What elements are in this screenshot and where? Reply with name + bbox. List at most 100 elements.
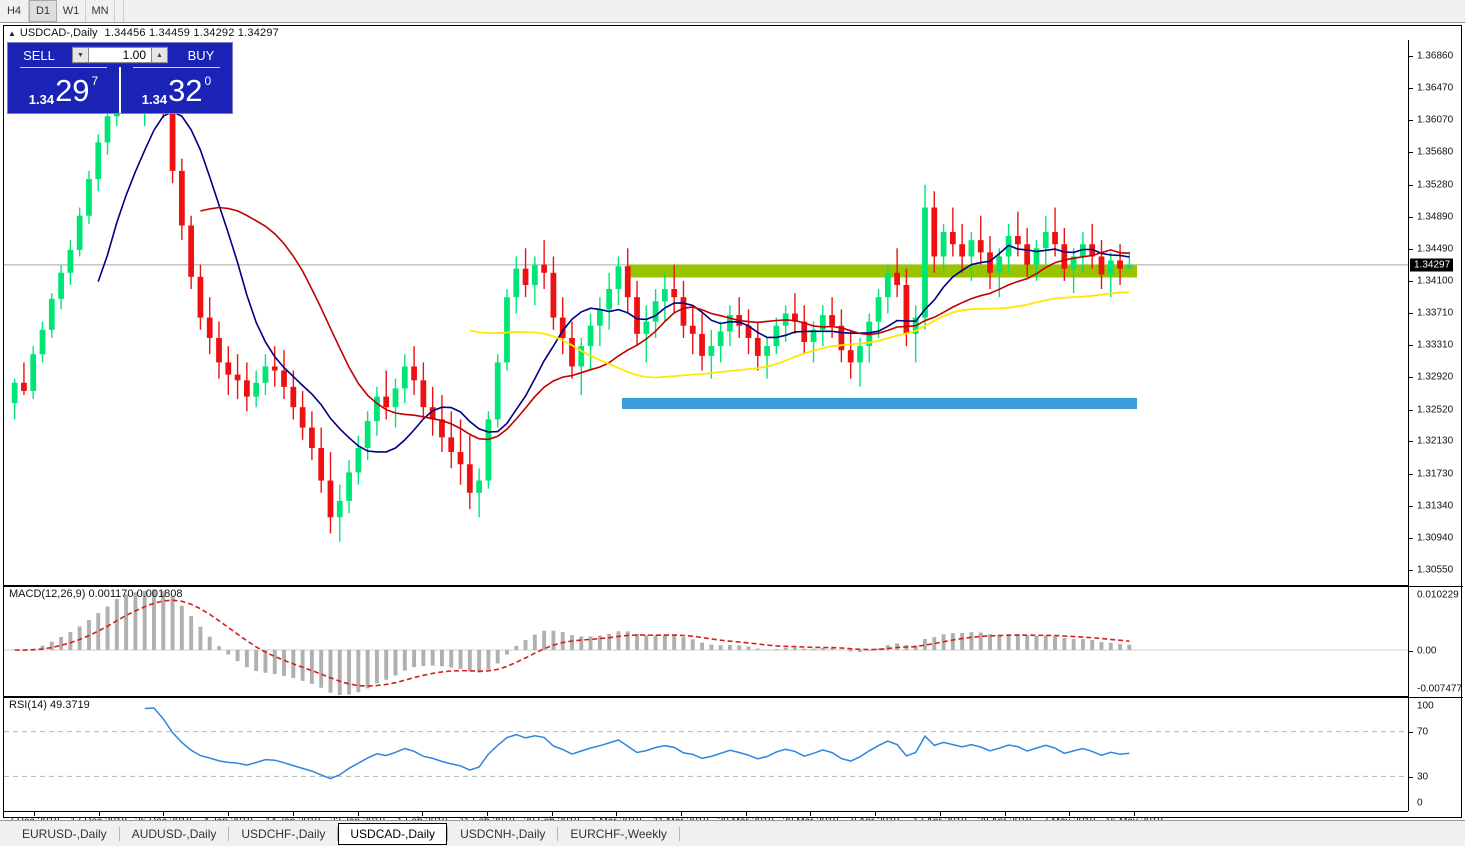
price-axis-label: 1.30550 bbox=[1417, 564, 1454, 576]
chart-tab-eurchf[interactable]: EURCHF-,Weekly bbox=[570, 826, 667, 841]
rsi-axis-label: 0 bbox=[1417, 797, 1423, 809]
tab-separator bbox=[118, 826, 120, 841]
date-axis-tick bbox=[745, 812, 747, 816]
price-axis-label: 1.36860 bbox=[1417, 50, 1454, 62]
sell-price-quote[interactable]: 1.34 29 7 bbox=[8, 67, 121, 113]
timeframe-mn[interactable]: MN bbox=[86, 0, 115, 22]
price-chart-svg bbox=[4, 52, 1408, 542]
tab-separator bbox=[337, 826, 339, 841]
volume-increment-icon[interactable]: ▲ bbox=[151, 47, 168, 63]
tab-separator bbox=[678, 826, 680, 841]
date-axis-tick bbox=[486, 812, 488, 816]
chart-tab-usdcnh[interactable]: USDCNH-,Daily bbox=[460, 826, 546, 841]
rsi-label: RSI(14) 49.3719 bbox=[9, 699, 90, 711]
timeframe-h4[interactable]: H4 bbox=[0, 0, 29, 22]
volume-input[interactable]: 1.00 bbox=[89, 47, 151, 63]
timeframe-w1-label: W1 bbox=[62, 5, 80, 17]
chart-tab-usdchf[interactable]: USDCHF-,Daily bbox=[241, 826, 326, 841]
price-axis-tick bbox=[1409, 570, 1413, 572]
timeframe-h4-label: H4 bbox=[6, 5, 22, 17]
buy-divider bbox=[133, 67, 220, 68]
timeframe-w1[interactable]: W1 bbox=[57, 0, 86, 22]
date-axis-tick bbox=[1069, 812, 1071, 816]
macd-axis-label: -0.007477 bbox=[1417, 683, 1463, 695]
price-axis-label: 1.30940 bbox=[1417, 532, 1454, 544]
timeframe-mn-label: MN bbox=[91, 5, 109, 17]
price-axis-tick bbox=[1409, 152, 1413, 154]
price-axis-label: 1.34890 bbox=[1417, 211, 1454, 222]
price-axis-tick bbox=[1409, 280, 1413, 282]
buy-button[interactable]: BUY bbox=[170, 44, 232, 66]
chart-tab-eurusd[interactable]: EURUSD-,Daily bbox=[22, 826, 107, 841]
sell-button[interactable]: SELL bbox=[8, 44, 70, 66]
current-price-badge: 1.34297 bbox=[1410, 258, 1454, 272]
buy-button-label: BUY bbox=[187, 47, 215, 63]
price-axis-tick bbox=[1409, 345, 1413, 347]
rsi-axis-tick bbox=[1409, 731, 1413, 733]
macd-axis-label: 0.00 bbox=[1417, 645, 1437, 657]
buy-price-quote[interactable]: 1.34 32 0 bbox=[121, 67, 232, 113]
price-axis-tick bbox=[1409, 441, 1413, 443]
rsi-axis-label: 100 bbox=[1417, 700, 1434, 712]
price-axis-tick bbox=[1409, 505, 1413, 507]
tab-separator bbox=[557, 826, 559, 841]
chart-tabs-bar: EURUSD-,Daily AUDUSD-,Daily USDCHF-,Daily U… bbox=[0, 820, 1465, 846]
date-axis-tick bbox=[616, 812, 618, 816]
buy-price-prefix: 1.34 bbox=[141, 92, 168, 107]
tab-separator bbox=[228, 826, 230, 841]
price-axis-label: 1.32520 bbox=[1417, 404, 1454, 416]
price-axis-label: 1.31340 bbox=[1417, 500, 1454, 512]
price-axis-label: 1.36470 bbox=[1417, 82, 1454, 94]
toolbar-spacer bbox=[115, 0, 124, 22]
macd-axis-label: 0.010229 bbox=[1417, 589, 1459, 601]
price-axis-label: 1.32130 bbox=[1417, 435, 1454, 447]
macd-pane[interactable]: MACD(12,26,9) 0.001170 0.001808 bbox=[4, 586, 1408, 697]
timeframe-toolbar: H4 D1 W1 MN bbox=[0, 0, 1465, 23]
volume-stepper[interactable]: ▼ 1.00 ▲ bbox=[72, 46, 168, 64]
sell-divider bbox=[20, 67, 107, 68]
volume-decrement-icon[interactable]: ▼ bbox=[72, 47, 89, 63]
sell-button-label: SELL bbox=[23, 47, 55, 63]
oct-quotes-row: 1.34 29 7 1.34 32 0 bbox=[8, 67, 232, 113]
price-pane[interactable] bbox=[4, 40, 1408, 586]
price-axis-tick bbox=[1409, 312, 1413, 314]
date-axis-tick bbox=[98, 812, 100, 816]
price-axis-label: 1.35680 bbox=[1417, 146, 1454, 158]
macd-chart-svg bbox=[4, 589, 1408, 696]
sell-price-prefix: 1.34 bbox=[28, 92, 55, 107]
price-axis-tick bbox=[1409, 55, 1413, 57]
price-axis-label: 1.35280 bbox=[1417, 179, 1454, 191]
price-axis-tick bbox=[1409, 120, 1413, 122]
oct-controls-row: SELL ▼ 1.00 ▲ BUY bbox=[8, 43, 232, 67]
chart-tab-usdcad[interactable]: USDCAD-,Daily bbox=[338, 822, 448, 845]
date-axis-tick bbox=[1134, 812, 1135, 816]
timeframe-d1[interactable]: D1 bbox=[29, 0, 57, 22]
rsi-axis-label: 30 bbox=[1417, 771, 1429, 783]
price-axis-tick bbox=[1409, 474, 1413, 476]
macd-label: MACD(12,26,9) 0.001170 0.001808 bbox=[9, 588, 183, 600]
chart-symbol-title: USDCAD-,Daily bbox=[19, 27, 98, 39]
chart-tab-audusd[interactable]: AUDUSD-,Daily bbox=[131, 826, 217, 841]
chart-window: ▲ USDCAD-,Daily 1.34456 1.34459 1.34292 … bbox=[3, 25, 1463, 827]
price-axis-label: 1.34490 bbox=[1417, 243, 1454, 255]
chart-ohlc-values: 1.34456 1.34459 1.34292 1.34297 bbox=[104, 27, 279, 39]
price-axis-label: 1.36070 bbox=[1417, 114, 1454, 126]
price-axis-label: 1.32920 bbox=[1417, 371, 1454, 383]
date-axis-tick bbox=[681, 812, 683, 816]
rsi-axis-tick bbox=[1409, 777, 1413, 779]
rsi-pane[interactable]: RSI(14) 49.3719 bbox=[4, 697, 1408, 811]
price-axis-tick bbox=[1409, 216, 1413, 218]
date-axis-tick bbox=[422, 812, 424, 816]
price-axis-tick bbox=[1409, 249, 1413, 251]
sell-price-main: 29 bbox=[55, 72, 90, 108]
triangle-up-icon[interactable]: ▲ bbox=[8, 28, 16, 38]
one-click-trading-panel[interactable]: SELL ▼ 1.00 ▲ BUY 1.34 29 7 1.34 32 0 bbox=[7, 42, 233, 114]
rsi-axis-label: 70 bbox=[1417, 726, 1429, 738]
price-axis-tick bbox=[1409, 377, 1413, 379]
price-axis-tick bbox=[1409, 87, 1413, 89]
macd-axis: 0.010229 0.00 -0.007477 bbox=[1408, 586, 1463, 697]
price-axis-label: 1.31730 bbox=[1417, 468, 1454, 480]
price-axis[interactable]: 1.36860 1.36470 1.36070 1.35680 1.35280 1.348… bbox=[1408, 40, 1463, 586]
buy-price-fraction: 0 bbox=[204, 74, 212, 88]
price-axis-label: 1.34100 bbox=[1417, 275, 1454, 287]
